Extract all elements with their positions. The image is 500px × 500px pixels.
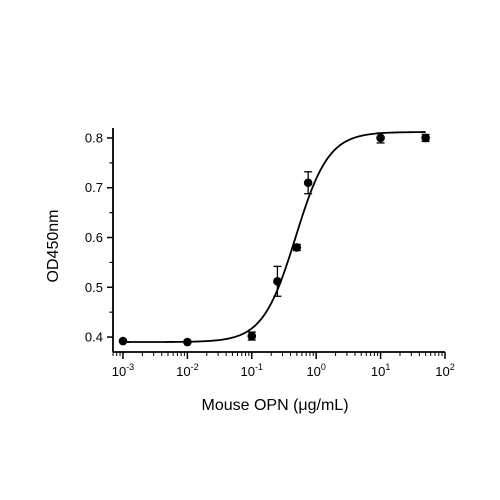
x-tick-label: 102 [435,362,454,379]
data-point [118,336,128,346]
data-points-layer [118,132,430,347]
x-tick-label: 101 [371,362,390,379]
data-point [292,243,302,252]
data-marker [303,178,313,188]
x-axis-title: Mouse OPN (μg/mL) [201,397,348,414]
y-tick-label: 0.7 [85,180,103,195]
y-tick-label: 0.4 [85,330,103,345]
y-tick-label: 0.5 [85,280,103,295]
data-marker [376,133,385,143]
data-marker [421,133,430,143]
y-tick-label: 0.6 [85,230,103,245]
data-point [273,265,282,297]
fit-curve-layer [122,131,426,343]
x-tick-label: 10-1 [241,362,263,379]
x-tick-label: 100 [306,362,325,379]
data-marker [292,243,302,252]
fit-curve [122,131,426,343]
data-marker [183,337,192,347]
data-point [183,337,192,347]
axes: 0.4 0.5 0.6 0.7 0.8 10-3 10-2 10-1 100 101 102 [85,128,455,379]
x-tick-label: 10-2 [176,362,198,379]
y-tick-label: 0.8 [85,130,103,145]
data-marker [247,331,257,341]
data-marker [273,277,282,286]
data-point [247,331,257,341]
data-point [421,133,430,143]
x-tick-label: 10-3 [112,362,134,379]
data-point [376,132,385,144]
data-point [303,171,313,195]
y-axis-title: OD450nm [45,210,62,283]
data-marker [118,336,128,346]
